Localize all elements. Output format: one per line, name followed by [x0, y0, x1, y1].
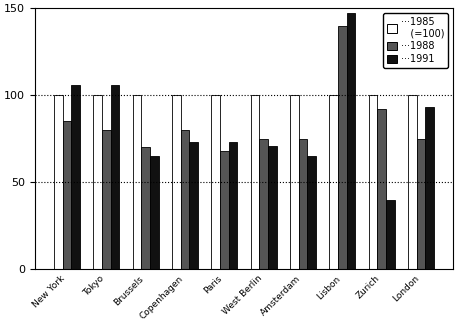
Bar [307, 156, 316, 269]
Bar [93, 95, 102, 269]
Bar [408, 95, 416, 269]
Bar [54, 95, 63, 269]
Bar [290, 95, 298, 269]
Bar [150, 156, 159, 269]
Bar [338, 26, 346, 269]
Bar [133, 95, 141, 269]
Bar [211, 95, 220, 269]
Bar [386, 200, 394, 269]
Bar [250, 95, 259, 269]
Bar [141, 147, 150, 269]
Bar [111, 85, 119, 269]
Bar [228, 142, 237, 269]
Bar [329, 95, 338, 269]
Bar [377, 109, 386, 269]
Bar [259, 139, 268, 269]
Bar [268, 146, 276, 269]
Bar [102, 130, 111, 269]
Bar [416, 139, 425, 269]
Bar [346, 13, 355, 269]
Bar [71, 85, 80, 269]
Legend: ···1985
   (=100), ···1988, ···1991: ···1985 (=100), ···1988, ···1991 [383, 13, 448, 68]
Bar [368, 95, 377, 269]
Bar [220, 151, 228, 269]
Bar [181, 130, 189, 269]
Bar [425, 107, 434, 269]
Bar [189, 142, 198, 269]
Bar [172, 95, 181, 269]
Bar [63, 121, 71, 269]
Bar [298, 139, 307, 269]
